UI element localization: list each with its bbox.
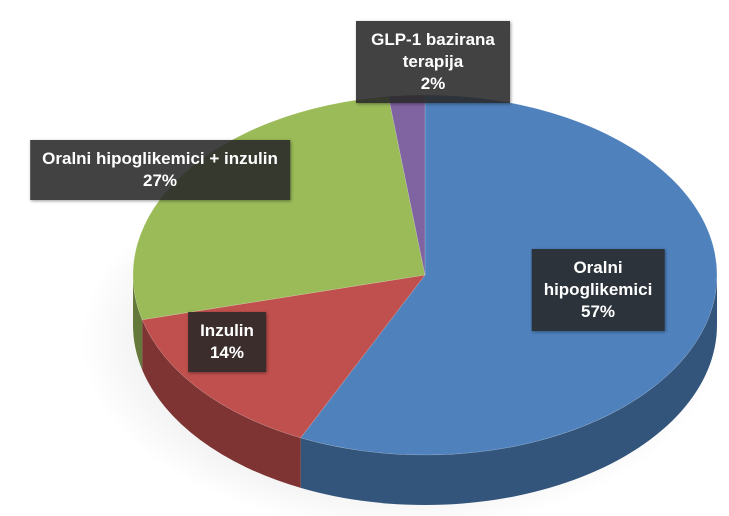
slice [300, 94, 718, 456]
slice-side [142, 319, 301, 488]
value-label: 14% [209, 343, 245, 362]
data-label: Oralni hipoglikemici + inzulin 27% [30, 140, 290, 200]
category-label: Oralni hipoglikemici + inzulin [42, 149, 278, 168]
slice-side [133, 275, 143, 370]
category-label: Oralni hipoglikemici [543, 258, 653, 299]
value-label: 27% [142, 171, 178, 190]
value-label: 57% [580, 302, 616, 321]
data-label: GLP-1 bazirana terapija 2% [356, 21, 510, 103]
category-label: Inzulin [200, 321, 254, 340]
slice-side [300, 275, 717, 505]
data-label: Oralni hipoglikemici 57% [531, 249, 665, 331]
data-label: Inzulin 14% [188, 312, 266, 372]
value-label: 2% [420, 74, 446, 93]
category-label: GLP-1 bazirana terapija [371, 30, 495, 71]
